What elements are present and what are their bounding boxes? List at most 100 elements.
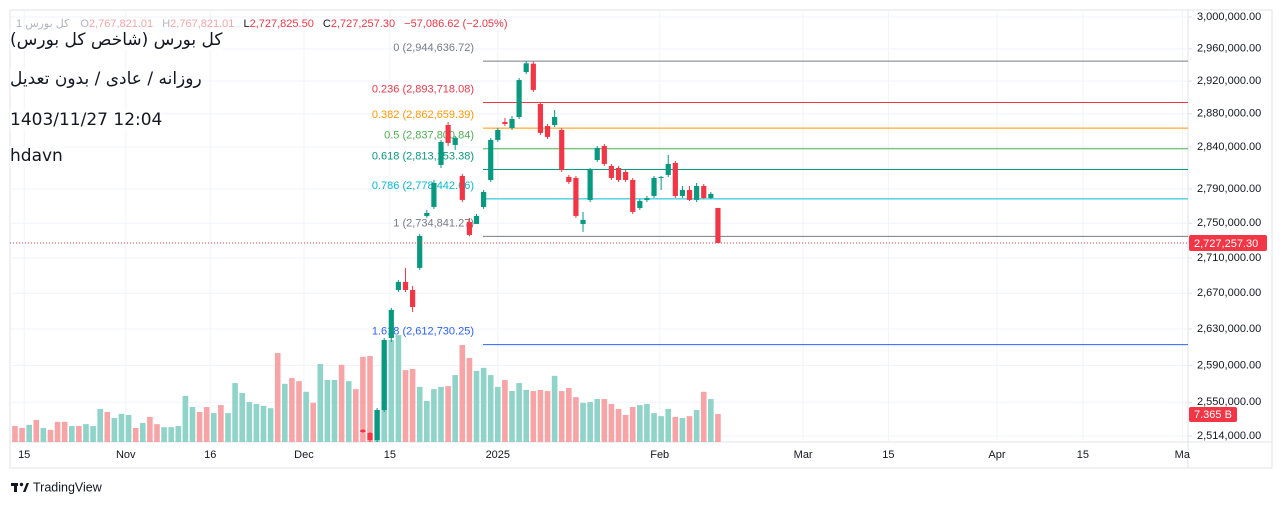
- volume-bar: [438, 386, 444, 442]
- volume-bar: [395, 335, 402, 442]
- fib-label: 1.618 (2,612,730.25): [372, 326, 474, 338]
- volume-bar: [551, 375, 558, 442]
- volume-bar: [509, 391, 515, 442]
- candle-body: [367, 432, 373, 441]
- volume-bar: [708, 399, 714, 442]
- logo-mark: [23, 483, 29, 492]
- candle-body: [665, 163, 671, 175]
- volume-bar: [594, 399, 601, 442]
- volume-bar: [147, 416, 153, 442]
- candle-body: [686, 189, 693, 200]
- volume-bar: [360, 356, 366, 442]
- volume-bar: [480, 367, 487, 442]
- volume-bar: [452, 375, 459, 442]
- volume-bar: [175, 426, 182, 442]
- volume-bar: [19, 427, 25, 442]
- overlay-line: 1403/11/27 12:04: [10, 110, 163, 130]
- y-tick-label: 2,514,000.00: [1197, 430, 1261, 442]
- grid: [10, 10, 1188, 442]
- candle-body: [466, 221, 473, 235]
- x-tick-label: Ma: [1175, 449, 1191, 461]
- candle-body: [495, 129, 501, 140]
- volume-tag: [1189, 406, 1237, 422]
- x-tick-label: 15: [18, 449, 30, 461]
- volume-bar: [573, 397, 579, 442]
- volume-bar: [90, 426, 96, 442]
- volume-bar: [615, 408, 622, 442]
- volume-bar: [40, 427, 47, 442]
- volume-bar: [566, 388, 572, 442]
- candle-body: [509, 118, 515, 128]
- candle-body: [452, 137, 458, 145]
- candle-body: [651, 177, 657, 196]
- volume-bar: [26, 424, 32, 442]
- volume-bar: [637, 405, 643, 442]
- candle-body: [360, 429, 366, 433]
- volume-bar: [168, 427, 174, 442]
- candle-body: [615, 167, 622, 180]
- candle-body: [381, 339, 387, 410]
- volume-bar: [68, 426, 75, 442]
- change: −57,086.62 (−2.05%): [404, 18, 507, 30]
- volume-bar: [495, 386, 501, 442]
- candle-body: [523, 63, 529, 73]
- candle-body: [402, 281, 409, 290]
- volume-bar: [260, 405, 267, 442]
- overlay-line: hdavn: [10, 146, 63, 166]
- x-tick-label: Apr: [988, 449, 1005, 461]
- overlay-title: کل بورس (شاخص کل بورس): [10, 30, 223, 50]
- volume-bar: [33, 419, 40, 442]
- volume-bar: [232, 383, 238, 442]
- volume-bar: [324, 380, 331, 442]
- volume-bar: [83, 424, 89, 442]
- volume-bar: [651, 413, 657, 442]
- candle-body: [445, 125, 451, 143]
- fib-label: 0.236 (2,893,718.08): [372, 83, 474, 95]
- candle-body: [566, 176, 572, 182]
- x-tick-label: 15: [882, 449, 894, 461]
- candle-body: [417, 235, 423, 268]
- volume-bar: [367, 356, 373, 442]
- volume-bar: [338, 364, 345, 442]
- volume-bar: [274, 353, 281, 442]
- candle-body: [459, 175, 465, 200]
- candle-body: [694, 185, 700, 200]
- volume-bar: [61, 421, 68, 442]
- x-tick-label: 15: [1077, 449, 1089, 461]
- volume-bar: [587, 402, 593, 442]
- volume-bar: [12, 426, 18, 442]
- y-tick-label: 2,840,000.00: [1197, 141, 1261, 153]
- x-tick-label: 15: [384, 449, 396, 461]
- volume-bar: [487, 375, 494, 442]
- candle-body: [374, 409, 380, 441]
- ohlc-value: 2,767,821.01: [170, 18, 234, 30]
- candle-body: [580, 219, 586, 224]
- volume-bar: [104, 411, 111, 442]
- ohlc-key: H: [162, 18, 170, 30]
- volume-bar: [310, 402, 316, 442]
- candle-body: [559, 129, 565, 171]
- candle-body: [623, 171, 629, 180]
- y-tick-label: 2,590,000.00: [1197, 359, 1261, 371]
- volume-bar: [523, 389, 530, 442]
- volume-bar: [445, 386, 451, 442]
- candle-body: [544, 125, 551, 137]
- volume-bar: [154, 424, 160, 442]
- y-tick-label: 2,960,000.00: [1197, 43, 1261, 55]
- y-tick-label: 2,920,000.00: [1197, 75, 1261, 87]
- volume-bar: [246, 402, 253, 442]
- fib-layer: 0 (2,944,636.72) 0.236 (2,893,718.08) 0.38…: [372, 42, 1188, 346]
- y-tick-label: 3,000,000.00: [1197, 11, 1261, 23]
- volume-bar: [182, 395, 189, 442]
- volume-bar: [253, 403, 260, 442]
- volume-bar: [658, 416, 664, 442]
- x-tick-label: Nov: [116, 449, 136, 461]
- candle-body: [488, 139, 494, 180]
- volume-bar: [629, 407, 636, 442]
- ohlc-key: O: [80, 18, 89, 30]
- price-tag-label: 2,727,257.30: [1194, 238, 1258, 250]
- volume-bar: [608, 403, 615, 442]
- volume-bar: [118, 413, 125, 442]
